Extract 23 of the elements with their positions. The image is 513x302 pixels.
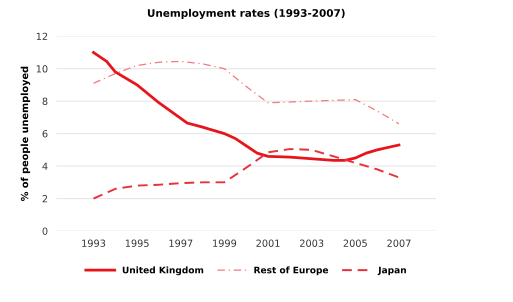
- y-tick-label: 12: [36, 32, 48, 40]
- y-tick-label: 10: [36, 65, 48, 73]
- legend-label: United Kingdom: [122, 266, 204, 276]
- y-axis-title: % of people unemployed: [20, 66, 30, 201]
- x-tick-label: 2005: [344, 240, 367, 247]
- x-tick-label: 2001: [256, 240, 280, 247]
- x-tick-label: 2003: [300, 240, 324, 247]
- chart-title: Unemployment rates (1993-2007): [148, 8, 345, 20]
- legend-label: Japan: [378, 266, 406, 276]
- y-tick-label: 0: [42, 228, 48, 235]
- y-tick-label: 6: [42, 130, 48, 138]
- line-series: [92, 60, 400, 125]
- legend-label: Rest of Europe: [254, 266, 328, 276]
- x-tick-label: 1995: [126, 240, 149, 247]
- x-tick-label: 2007: [387, 240, 410, 247]
- x-tick-label: 1993: [82, 240, 106, 247]
- line-series: [92, 148, 400, 200]
- y-tick-label: 2: [42, 195, 48, 202]
- x-tick-label: 1999: [213, 240, 236, 247]
- line-series: [92, 51, 400, 162]
- x-tick-label: 1997: [169, 240, 192, 247]
- y-tick-label: 8: [42, 98, 48, 105]
- y-tick-label: 4: [42, 162, 48, 170]
